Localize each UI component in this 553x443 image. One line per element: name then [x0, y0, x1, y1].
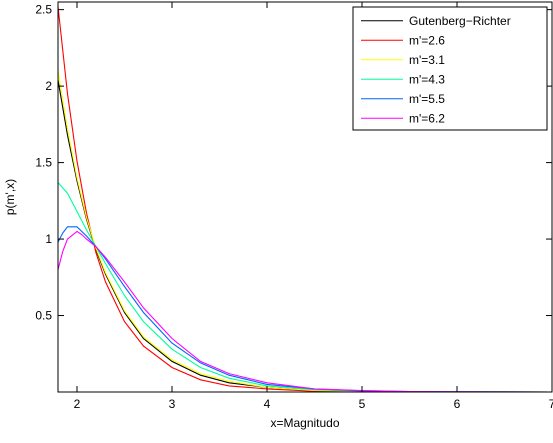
x-axis-ticks: 2 3 4 5 6 7	[74, 2, 553, 411]
x-axis-label: x=Magnitudo	[270, 416, 339, 430]
axes-box	[57, 1, 553, 393]
y-tick-label: 0.5	[35, 309, 52, 323]
legend-label: m'=4.3	[409, 72, 445, 86]
y-axis-label: p(m',x)	[3, 179, 17, 215]
x-tick-label: 3	[169, 397, 176, 411]
x-tick-label: 5	[359, 397, 366, 411]
y-tick-label: 2.5	[35, 3, 52, 17]
y-axis-ticks: 0.5 1 1.5 2 2.5	[35, 3, 552, 323]
y-tick-label: 2	[45, 79, 52, 93]
x-tick-label: 6	[454, 397, 461, 411]
legend-label: Gutenberg−Richter	[409, 14, 511, 28]
x-tick-label: 7	[549, 397, 553, 411]
legend-label: m'=2.6	[409, 33, 445, 47]
legend-box	[352, 6, 548, 131]
legend-label: m'=3.1	[409, 53, 445, 67]
axes-frame	[57, 1, 553, 393]
legend-label: m'=6.2	[409, 111, 445, 125]
legend: Gutenberg−Richter m'=2.6 m'=3.1 m'=4.3 m'=5.…	[352, 6, 548, 131]
x-tick-label: 4	[264, 397, 271, 411]
y-tick-label: 1	[45, 232, 52, 246]
x-tick-label: 2	[74, 397, 81, 411]
legend-label: m'=5.5	[409, 92, 445, 106]
y-tick-label: 1.5	[35, 156, 52, 170]
